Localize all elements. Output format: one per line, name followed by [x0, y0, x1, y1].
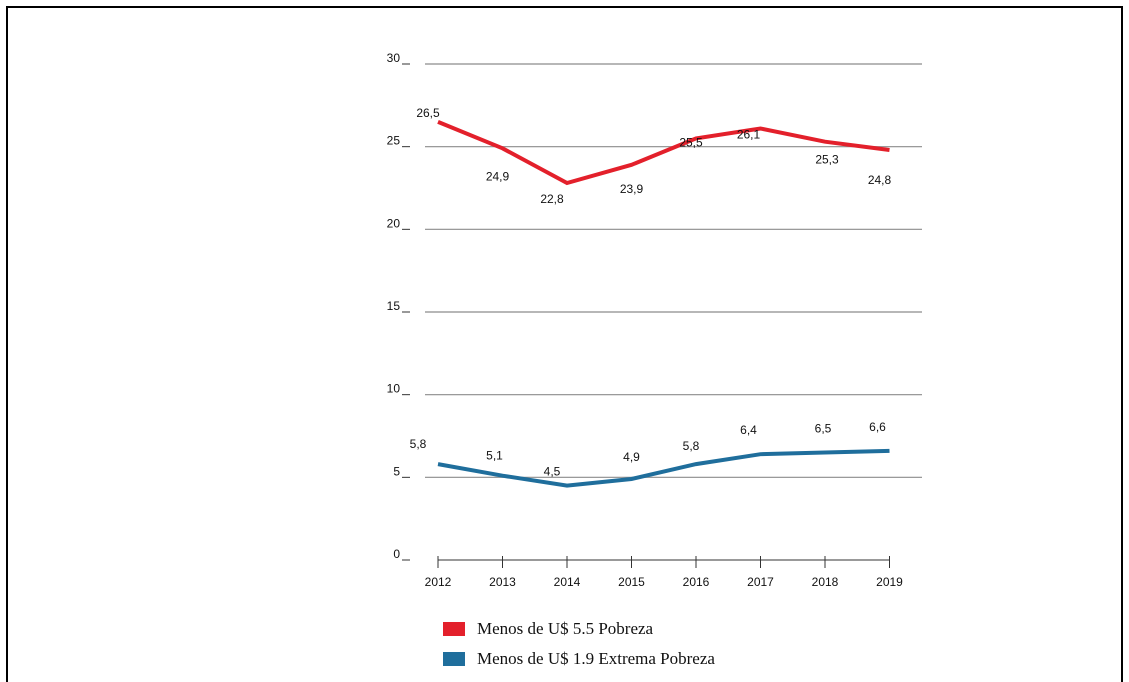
- x-tick-label: 2016: [683, 575, 710, 589]
- y-tick-label: 5: [393, 464, 400, 478]
- data-label-extreme-poverty-2015: 4,9: [623, 450, 640, 464]
- x-tick-label: 2013: [489, 575, 516, 589]
- poverty-line-chart: 0 5 10 15 20 25 30 2012 2013 2014 2015 2016 2017 2018…: [0, 0, 1129, 610]
- y-tick-label: 20: [387, 216, 401, 230]
- data-label-poverty-2014: 22,8: [540, 192, 564, 206]
- legend-label-extreme-poverty: Menos de U$ 1.9 Extrema Pobreza: [477, 649, 715, 669]
- legend: Menos de U$ 5.5 Pobreza Menos de U$ 1.9 …: [443, 614, 715, 674]
- data-label-extreme-poverty-2013: 5,1: [486, 449, 503, 463]
- data-labels: 26,5 24,9 22,8 23,9 25,5 26,1 25,3 24,8 5,8 5,1 4,…: [410, 106, 892, 479]
- y-tick-label: 30: [387, 51, 401, 65]
- data-label-poverty-2017: 26,1: [737, 127, 761, 141]
- legend-item-extreme-poverty: Menos de U$ 1.9 Extrema Pobreza: [443, 644, 715, 674]
- x-tick-label: 2014: [554, 575, 581, 589]
- y-tick-label: 15: [387, 299, 401, 313]
- data-label-poverty-2016: 25,5: [679, 135, 703, 149]
- legend-swatch-extreme-poverty: [443, 652, 465, 666]
- x-tick-label: 2018: [812, 575, 839, 589]
- y-tick-label: 10: [387, 382, 401, 396]
- y-tick-label: 0: [393, 547, 400, 561]
- data-label-poverty-2012: 26,5: [416, 106, 440, 120]
- legend-label-poverty: Menos de U$ 5.5 Pobreza: [477, 619, 653, 639]
- x-tick-label: 2012: [425, 575, 452, 589]
- gridlines: [425, 64, 922, 477]
- data-label-poverty-2013: 24,9: [486, 169, 510, 183]
- data-label-extreme-poverty-2014: 4,5: [544, 465, 561, 479]
- data-label-extreme-poverty-2012: 5,8: [410, 437, 427, 451]
- x-tick-label: 2015: [618, 575, 645, 589]
- data-label-extreme-poverty-2018: 6,5: [815, 422, 832, 436]
- data-label-poverty-2019: 24,8: [868, 173, 892, 187]
- data-label-extreme-poverty-2016: 5,8: [683, 439, 700, 453]
- data-label-extreme-poverty-2019: 6,6: [869, 420, 886, 434]
- data-label-extreme-poverty-2017: 6,4: [740, 423, 757, 437]
- data-label-poverty-2015: 23,9: [620, 182, 644, 196]
- data-label-poverty-2018: 25,3: [815, 153, 839, 167]
- series-line-1: [438, 451, 890, 486]
- legend-item-poverty: Menos de U$ 5.5 Pobreza: [443, 614, 715, 644]
- x-tick-label: 2019: [876, 575, 903, 589]
- x-tick-label: 2017: [747, 575, 774, 589]
- y-tick-label: 25: [387, 134, 401, 148]
- legend-swatch-poverty: [443, 622, 465, 636]
